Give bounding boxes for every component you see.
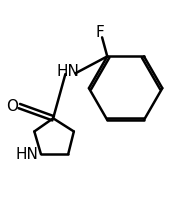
Text: HN: HN — [57, 64, 80, 79]
Text: F: F — [96, 25, 105, 40]
Text: HN: HN — [15, 147, 38, 162]
Text: O: O — [6, 99, 18, 114]
